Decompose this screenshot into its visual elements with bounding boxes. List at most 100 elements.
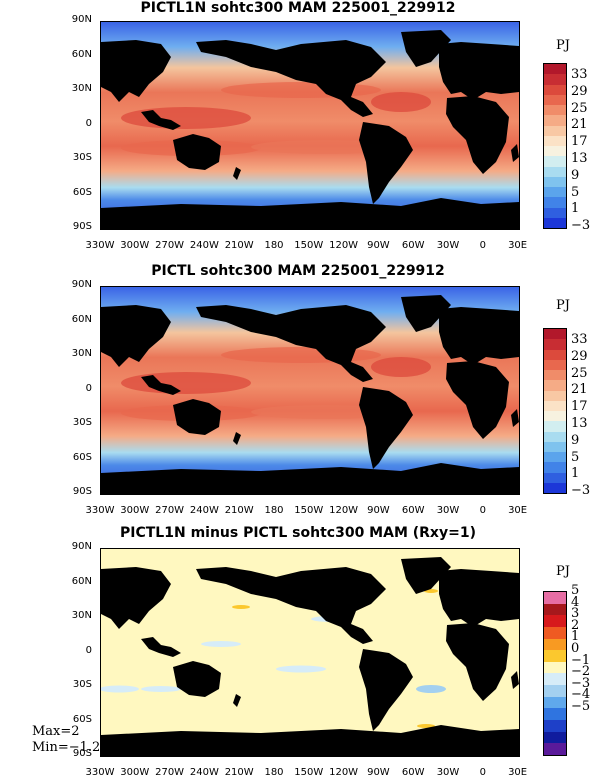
colorbar-label: 17 — [571, 399, 588, 415]
colorbar-swatch — [544, 708, 566, 721]
lon-tick-label: 30E — [508, 505, 528, 516]
land-mass — [196, 567, 386, 644]
colorbar-label: −5 — [571, 699, 591, 714]
lon-tick-label: 270W — [155, 767, 185, 778]
colorbar-label: 29 — [571, 348, 588, 364]
colorbar-label: −3 — [571, 218, 591, 234]
colorbar-swatch — [544, 472, 566, 483]
land-mass — [439, 307, 519, 365]
lon-tick-label: 120W — [329, 240, 359, 251]
lon-tick-label: 60W — [401, 240, 425, 251]
colorbar-label: 5 — [571, 449, 580, 465]
land-mass — [439, 569, 519, 627]
panel-3: PICTL1N minus PICTL sohtc300 MAM (Rxy=1)… — [0, 524, 596, 782]
panel-title: PICTL sohtc300 MAM 225001_229912 — [151, 263, 445, 279]
lon-tick-label: 240W — [189, 505, 219, 516]
land-mass — [446, 361, 509, 439]
colorbar-swatch — [544, 339, 566, 350]
lon-tick-label: 150W — [294, 240, 324, 251]
lon-tick-label: 300W — [120, 240, 150, 251]
lat-tick-label: 60N — [71, 575, 92, 587]
lon-tick-label: 180 — [264, 505, 284, 516]
lon-tick-label: 0 — [479, 240, 486, 251]
lon-tick-label: 60W — [401, 767, 425, 778]
colorbar-label: 25 — [571, 365, 588, 381]
land-mass — [511, 671, 519, 689]
colorbar-label: 25 — [571, 100, 588, 116]
colorbar-swatch — [544, 685, 566, 697]
colorbar-label: 0 — [571, 641, 580, 656]
lat-tick-label: 90N — [71, 279, 92, 290]
colorbar-swatch — [544, 207, 566, 218]
colorbar-swatch — [544, 359, 566, 370]
colorbar-swatch — [544, 187, 566, 198]
lat-tick-label: 30N — [71, 83, 92, 94]
colorbar-swatch — [544, 673, 566, 686]
lon-tick-label: 120W — [329, 767, 359, 778]
lon-tick-label: 210W — [224, 240, 254, 251]
colorbar-swatch — [544, 156, 566, 167]
land-mass — [173, 399, 221, 435]
lat-tick-label: 90S — [72, 486, 92, 497]
lon-tick-label: 180 — [264, 767, 284, 778]
colorbar-label: 1 — [571, 466, 580, 482]
land-mass — [359, 387, 413, 469]
colorbar-swatch — [544, 115, 566, 126]
colorbar-label: 9 — [571, 167, 580, 183]
colorbar-swatch — [544, 329, 566, 340]
lon-tick-label: 60W — [401, 505, 425, 516]
land-mass — [101, 463, 519, 494]
colorbar-swatch — [544, 105, 566, 116]
lon-tick-label: 270W — [155, 240, 185, 251]
colorbar-swatch — [544, 462, 566, 473]
lon-tick-label: 30W — [436, 767, 460, 778]
colorbar-label: 1 — [571, 629, 580, 645]
colorbar-title: PJ — [556, 564, 570, 579]
colorbar — [543, 591, 567, 756]
colorbar-label: 2 — [571, 617, 580, 633]
land-mass — [401, 295, 451, 332]
lon-tick-label: 0 — [479, 505, 486, 516]
land-mass — [196, 305, 386, 382]
colorbar-title: PJ — [556, 38, 570, 53]
lat-tick-label: 0 — [85, 382, 92, 394]
lat-tick-label: 90N — [71, 541, 92, 552]
colorbar-swatch — [544, 743, 566, 755]
lon-tick-label: 30E — [508, 767, 528, 778]
colorbar-swatch — [544, 482, 566, 493]
panel-2: PICTL sohtc300 MAM 225001_229912 90N 60N 3… — [0, 262, 596, 524]
land-mass — [359, 122, 413, 204]
map-field — [101, 22, 519, 229]
lat-tick-label: 60N — [71, 313, 92, 325]
colorbar-swatch — [544, 603, 566, 616]
colorbar-swatch — [544, 696, 566, 709]
colorbar-label: 17 — [571, 134, 588, 150]
lon-tick-label: 180 — [264, 240, 284, 251]
lon-tick-label: 330W — [85, 767, 115, 778]
lon-tick-label: 270W — [155, 505, 185, 516]
lat-tick-label: 90S — [72, 221, 92, 232]
colorbar-label: 3 — [571, 606, 580, 622]
panel-title: PICTL1N sohtc300 MAM 225001_229912 — [140, 0, 456, 16]
lon-tick-label: 300W — [120, 505, 150, 516]
colorbar-title: PJ — [556, 298, 570, 313]
colorbar-label: −4 — [571, 687, 591, 703]
lon-tick-label: 150W — [294, 767, 324, 778]
land-mass — [173, 134, 221, 170]
colorbar-swatch — [544, 615, 566, 627]
lon-tick-label: 0 — [479, 767, 486, 778]
colorbar-label: 29 — [571, 83, 588, 99]
colorbar-label: −1 — [571, 652, 591, 668]
colorbar-swatch — [544, 176, 566, 187]
lat-tick-label: 60N — [71, 48, 92, 60]
land-mass — [511, 144, 519, 162]
colorbar-swatch — [544, 125, 566, 136]
colorbar-swatch — [544, 592, 566, 604]
land-mass — [141, 637, 181, 657]
land-mass — [173, 661, 221, 697]
lat-tick-label: 60S — [72, 713, 92, 725]
lon-tick-label: 30W — [436, 240, 460, 251]
colorbar-label: 33 — [571, 67, 588, 82]
lon-tick-label: 210W — [224, 767, 254, 778]
land-mass — [141, 110, 181, 130]
